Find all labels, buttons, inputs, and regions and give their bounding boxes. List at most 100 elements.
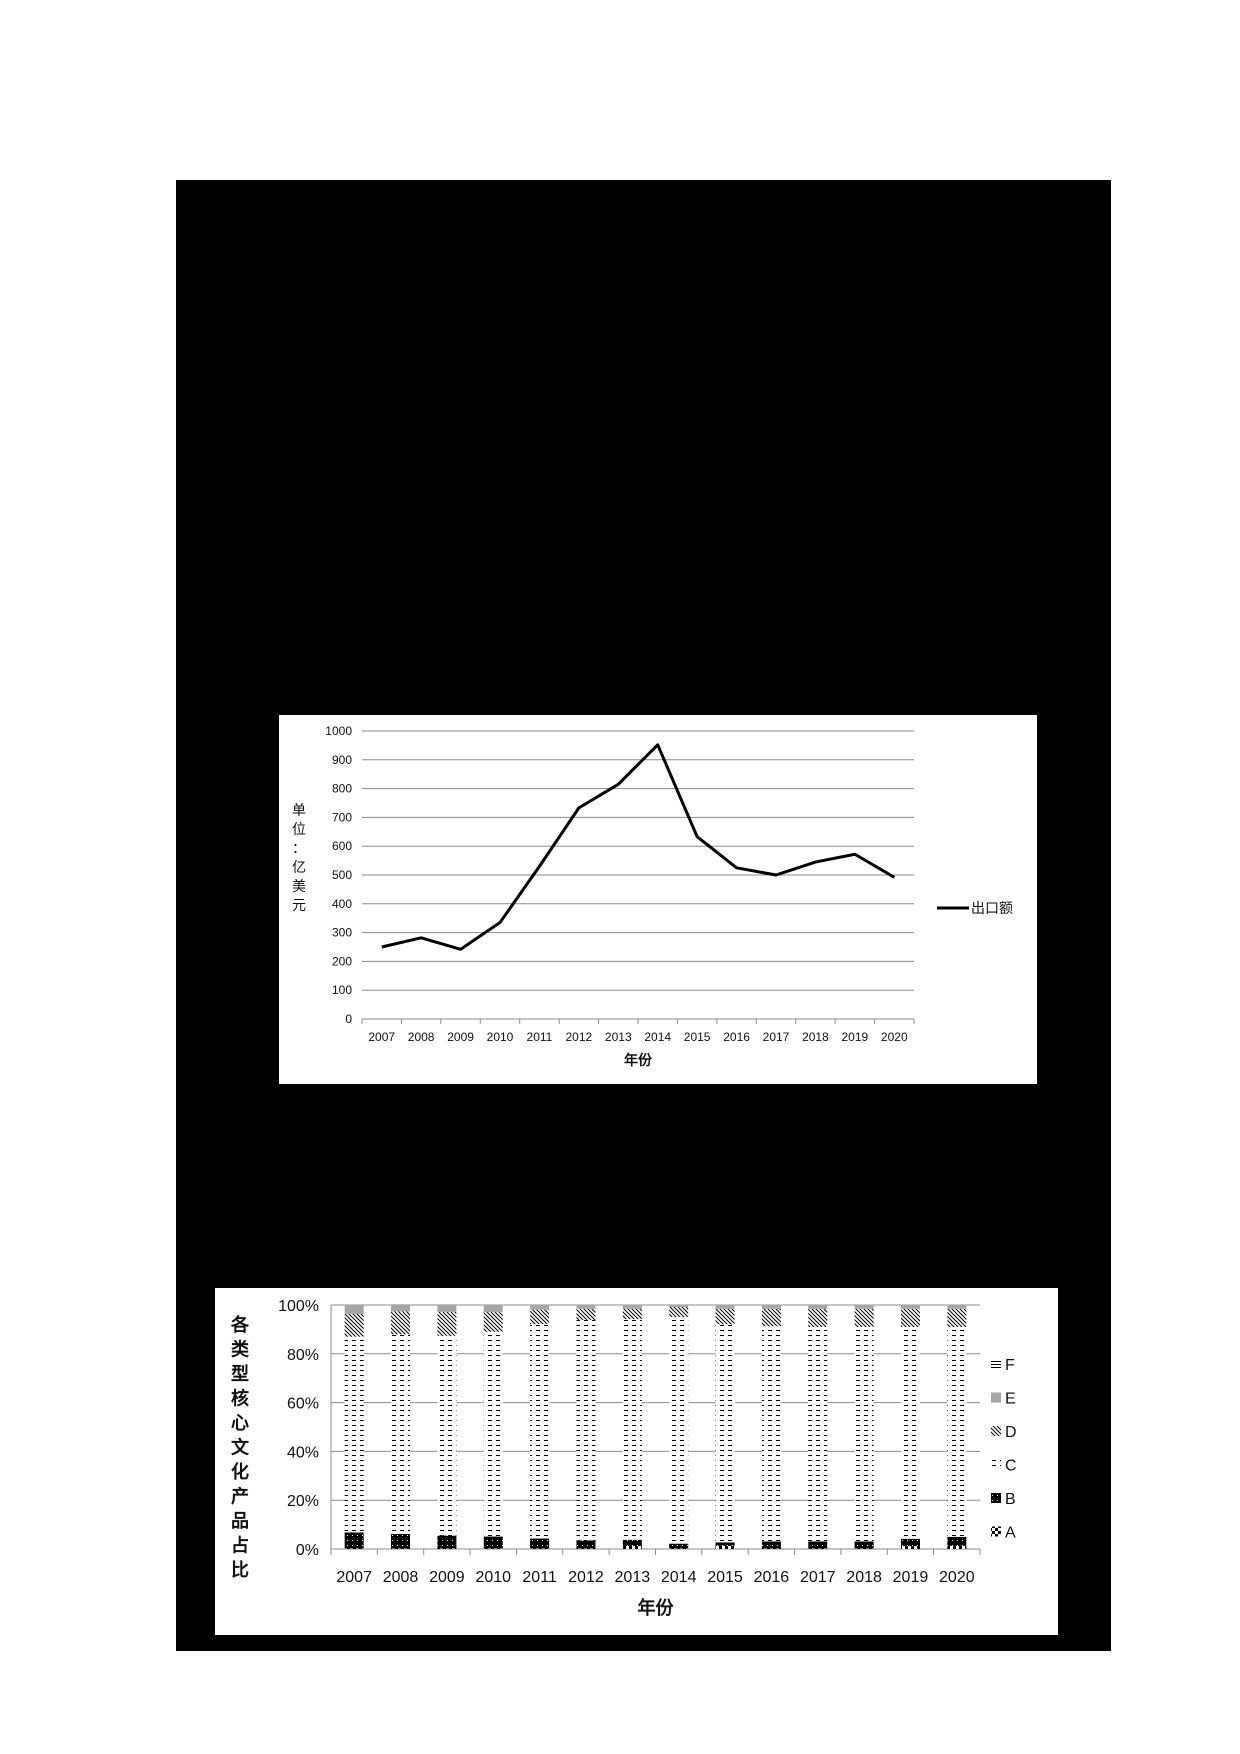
bar-segment-B xyxy=(947,1536,967,1546)
bar-segment-E xyxy=(947,1305,967,1309)
bar-segment-E xyxy=(761,1305,781,1309)
y-tick-label: 900 xyxy=(332,753,352,767)
x-tick-label: 2018 xyxy=(802,1030,829,1044)
bar-segment-A xyxy=(715,1545,735,1549)
x-tick-label: 2020 xyxy=(939,1569,975,1586)
y-tick-label: 0% xyxy=(296,1542,319,1559)
bar-segment-D xyxy=(437,1311,457,1336)
y-axis-title-char: 型 xyxy=(231,1363,249,1385)
bar-segment-E xyxy=(900,1305,920,1309)
bar-segment-E xyxy=(622,1305,642,1309)
x-tick-label: 2010 xyxy=(487,1030,514,1044)
bar-segment-E xyxy=(576,1305,596,1309)
legend-label: 出口额 xyxy=(971,901,1013,917)
bar-segment-D xyxy=(576,1308,596,1320)
bar-segment-E xyxy=(483,1305,503,1313)
bar-segment-E xyxy=(808,1305,828,1309)
y-tick-label: 700 xyxy=(332,810,352,824)
stacked-bar-chart-svg: 0% 20% 40% 60% 80% 100% 2007 2008 2009 2010 2011 20… xyxy=(230,1298,1017,1619)
bar-segment-C xyxy=(437,1335,457,1536)
x-tick-label: 2013 xyxy=(605,1030,632,1044)
y-axis-title-char: 心 xyxy=(231,1413,249,1434)
y-axis-title-char: 单 xyxy=(292,803,306,819)
x-tick-label: 2016 xyxy=(754,1569,790,1586)
x-tick-label: 2016 xyxy=(723,1030,750,1044)
bar-segment-D xyxy=(669,1306,689,1317)
bar-segment-D xyxy=(715,1308,735,1325)
legend-label: F xyxy=(1005,1357,1015,1374)
bar-segment-C xyxy=(715,1324,735,1543)
export-line-chart: 0 100 200 300 400 500 600 700 800 900 1000 2007 2008… xyxy=(279,715,1037,1084)
x-tick-label: 2011 xyxy=(527,1030,553,1044)
x-tick-label: 2020 xyxy=(881,1030,908,1044)
x-tick-label: 2009 xyxy=(429,1569,465,1586)
y-tick-label: 100 xyxy=(332,983,352,997)
x-tick-label: 2009 xyxy=(447,1030,474,1044)
bar-segment-C xyxy=(622,1319,642,1540)
x-tick-label: 2014 xyxy=(644,1030,671,1044)
y-axis-title-char: 品 xyxy=(231,1511,249,1532)
bar-segment-B xyxy=(854,1541,874,1549)
y-axis-title-char: 元 xyxy=(292,898,306,914)
bar-segment-E xyxy=(437,1305,457,1312)
y-tick-label: 60% xyxy=(287,1396,319,1413)
bar-segment-B xyxy=(669,1543,689,1549)
bar-segment-B xyxy=(437,1535,457,1549)
x-tick-label: 2012 xyxy=(568,1569,604,1586)
y-tick-label: 1000 xyxy=(325,724,352,738)
y-axis-title-char: 位 xyxy=(292,822,306,838)
y-axis-title-char: 美 xyxy=(292,879,306,895)
x-axis-title: 年份 xyxy=(624,1052,653,1069)
x-tick-label: 2013 xyxy=(615,1569,651,1586)
x-tick-label: 2019 xyxy=(893,1569,929,1586)
y-axis-title-char: 文 xyxy=(231,1437,250,1459)
x-tick-label: 2018 xyxy=(846,1569,882,1586)
bar-segment-A xyxy=(900,1546,920,1549)
bar-segment-D xyxy=(344,1314,364,1337)
x-tick-label: 2010 xyxy=(475,1569,511,1586)
bar-segment-D xyxy=(391,1311,411,1335)
y-axis-title-char: 比 xyxy=(231,1560,249,1581)
x-tick-label: 2017 xyxy=(763,1030,790,1044)
bar-segment-C xyxy=(344,1336,364,1533)
x-axis-title: 年份 xyxy=(638,1597,675,1619)
bar-segment-E xyxy=(344,1305,364,1315)
y-tick-label: 200 xyxy=(332,954,352,968)
y-axis-title-char: 核 xyxy=(231,1388,249,1410)
bar-segment-E xyxy=(669,1305,689,1307)
bar-segment-C xyxy=(669,1316,689,1544)
stacked-share-bar-chart: 0% 20% 40% 60% 80% 100% 2007 2008 2009 2010 2011 20… xyxy=(215,1288,1058,1635)
y-tick-label: 500 xyxy=(332,868,352,882)
legend-swatch-E xyxy=(991,1392,1001,1403)
x-tick-label: 2008 xyxy=(408,1030,435,1044)
x-tick-label: 2007 xyxy=(336,1569,372,1586)
legend-label: E xyxy=(1005,1391,1016,1408)
y-tick-label: 100% xyxy=(278,1298,319,1315)
bar-segment-C xyxy=(483,1331,503,1537)
bar-segment-B xyxy=(530,1538,550,1549)
y-axis-title-char: ： xyxy=(292,841,306,857)
legend-swatch-C xyxy=(991,1459,1001,1470)
bar-segment-D xyxy=(808,1308,828,1327)
bar-segment-D xyxy=(622,1308,642,1320)
bar-segment-C xyxy=(854,1326,874,1542)
x-tick-label: 2008 xyxy=(383,1569,419,1586)
y-tick-label: 800 xyxy=(332,782,352,796)
bar-segment-D xyxy=(854,1308,874,1327)
x-tick-label: 2017 xyxy=(800,1569,836,1586)
y-tick-label: 400 xyxy=(332,897,352,911)
y-axis-title-char: 各 xyxy=(230,1314,250,1336)
y-tick-label: 600 xyxy=(332,839,352,853)
bar-segment-D xyxy=(761,1308,781,1327)
bar-segment-B xyxy=(761,1541,781,1549)
bar-segment-C xyxy=(391,1334,411,1534)
legend-label: B xyxy=(1005,1491,1016,1508)
y-tick-label: 300 xyxy=(332,926,352,940)
legend-swatch-B xyxy=(991,1493,1001,1503)
bar-segment-C xyxy=(808,1326,828,1542)
bar-segment-E xyxy=(854,1305,874,1309)
bar-segment-D xyxy=(947,1308,967,1327)
bar-segment-D xyxy=(530,1309,550,1325)
bar-segment-C xyxy=(576,1319,596,1541)
x-tick-label: 2012 xyxy=(566,1030,593,1044)
